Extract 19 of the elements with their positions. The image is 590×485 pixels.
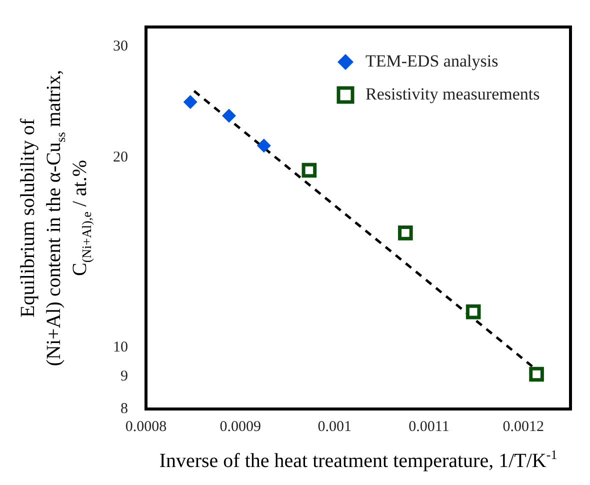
legend-label: TEM-EDS analysis bbox=[366, 51, 498, 70]
point bbox=[302, 162, 317, 178]
y-tick-label: 8 bbox=[120, 400, 128, 417]
y-tick-label: 20 bbox=[113, 150, 128, 166]
x-tick-label: 0.0009 bbox=[220, 418, 261, 435]
x-tick-label: 0.0011 bbox=[408, 418, 450, 435]
x-tick-label: 0.0008 bbox=[125, 418, 167, 435]
point bbox=[256, 138, 271, 153]
point bbox=[529, 366, 544, 382]
x-tick-label: 0.0012 bbox=[502, 418, 544, 435]
x-tick-label: 0.001 bbox=[318, 418, 352, 435]
point bbox=[466, 304, 481, 320]
y-tick-label: 9 bbox=[120, 368, 128, 385]
point bbox=[398, 226, 413, 240]
point bbox=[183, 94, 198, 109]
legend-label: Resistivity measurements bbox=[366, 84, 540, 104]
y-tick-label: 10 bbox=[113, 340, 128, 356]
y-tick-label: 30 bbox=[113, 38, 128, 54]
point bbox=[222, 108, 236, 123]
